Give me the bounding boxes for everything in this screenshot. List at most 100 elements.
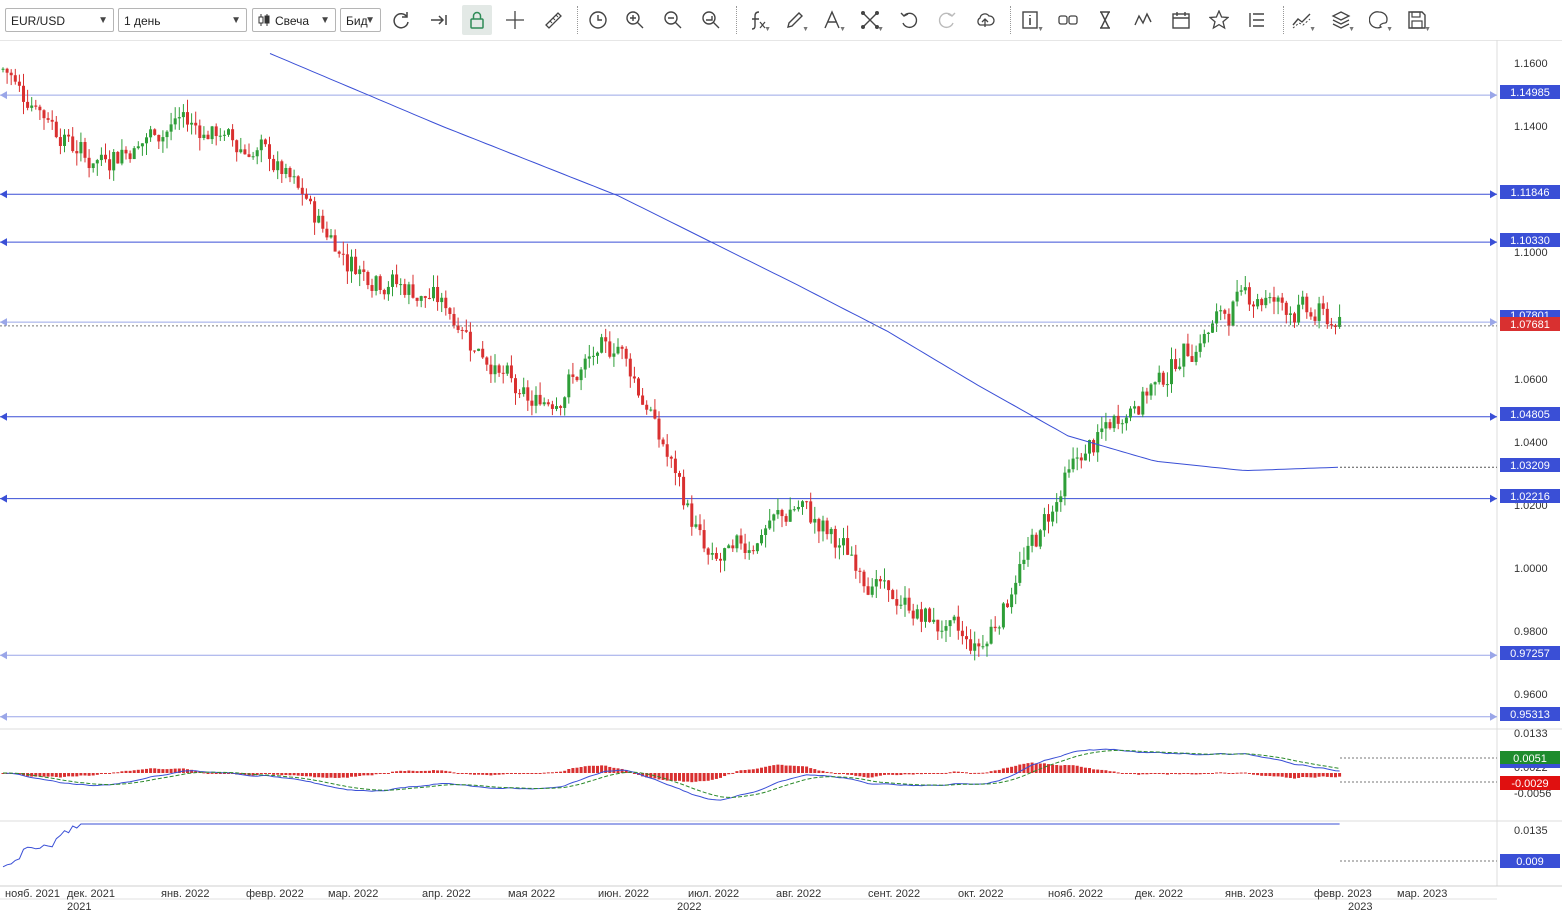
undo-button[interactable] <box>894 5 924 35</box>
month-label: мая 2022 <box>508 888 555 900</box>
info-button[interactable]: ▼ <box>1015 5 1045 35</box>
candle-body <box>1252 304 1255 307</box>
candle-body <box>243 149 247 155</box>
candle-body <box>300 187 304 194</box>
candle-body <box>227 129 230 135</box>
zoom-out-button[interactable] <box>658 5 688 35</box>
star-icon <box>1209 10 1229 30</box>
histogram-bar <box>165 769 169 773</box>
zoom-in-icon <box>626 11 644 29</box>
histogram-bar <box>997 769 1001 773</box>
candle-body <box>165 131 169 138</box>
level-tag-bg <box>1500 185 1560 199</box>
candle-body <box>1235 291 1239 302</box>
histogram-bar <box>206 773 210 774</box>
candle-body <box>997 627 1001 629</box>
candle-body <box>965 636 968 640</box>
candle-body <box>214 126 218 137</box>
chart-type-select[interactable]: Свеча ▼ <box>252 8 336 32</box>
month-label: апр. 2022 <box>422 888 471 900</box>
histogram-bar <box>542 772 546 774</box>
chart-area[interactable]: 1.1600 1.1400 1.1000 1.0600 1.0400 1.020… <box>0 40 1562 914</box>
layers-button[interactable]: ▼ <box>1326 5 1356 35</box>
candle-body <box>108 159 112 171</box>
refresh-button[interactable] <box>386 5 416 35</box>
histogram-bar <box>108 773 112 774</box>
histogram-bar <box>448 771 452 773</box>
histogram-bar <box>739 770 743 773</box>
candles <box>1 67 1342 661</box>
candle-body <box>559 406 563 408</box>
indicator-chart-button[interactable] <box>1128 5 1158 35</box>
scroll-to-end-button[interactable] <box>424 5 454 35</box>
candle-body <box>190 122 194 125</box>
histogram-bar <box>136 769 140 773</box>
candle-body <box>276 161 280 171</box>
left-arrow-icon <box>0 238 7 247</box>
candle-body <box>829 528 833 535</box>
candle-body <box>210 126 214 140</box>
histogram-bar <box>436 770 440 773</box>
histogram-bar <box>817 770 821 773</box>
candle-body <box>550 404 554 409</box>
lock-button[interactable] <box>462 5 492 35</box>
candle-body <box>1198 343 1202 352</box>
time-axis-labels: нояб. 2021 дек. 2021 янв. 2022 февр. 202… <box>5 888 1447 913</box>
indicators-button[interactable]: ▼ <box>742 5 772 35</box>
theme-button[interactable]: ▼ <box>1364 5 1394 35</box>
histogram-bar <box>518 773 522 775</box>
candle-body <box>22 85 25 102</box>
compare-button[interactable] <box>1053 5 1083 35</box>
histogram-bar <box>67 773 71 777</box>
histogram-bar <box>1133 773 1137 775</box>
candle-body <box>382 289 386 295</box>
price-axis[interactable]: 1.1600 1.1400 1.1000 1.0600 1.0400 1.020… <box>1514 58 1548 701</box>
candle-body <box>776 510 780 515</box>
candle-body <box>624 348 628 359</box>
trend-button[interactable]: ▼ <box>1287 5 1317 35</box>
month-label: мар. 2023 <box>1397 888 1447 900</box>
chevron-down-icon: ▼ <box>365 15 375 26</box>
histogram-bar <box>579 767 583 773</box>
candle-body <box>792 509 796 511</box>
candle-body <box>1067 469 1071 473</box>
upload-button[interactable] <box>970 5 1000 35</box>
histogram-bar <box>485 773 489 776</box>
candle-body <box>321 215 325 229</box>
crosshair-button[interactable] <box>500 5 530 35</box>
candle-body <box>788 509 792 522</box>
draw-button[interactable]: ▼ <box>780 5 810 35</box>
candle-body <box>366 271 370 286</box>
save-button[interactable]: ▼ <box>1402 5 1432 35</box>
calendar-button[interactable] <box>1166 5 1196 35</box>
histogram-bar <box>698 773 702 782</box>
candle-body <box>464 330 468 332</box>
redo-button[interactable] <box>932 5 962 35</box>
fibonacci-button[interactable]: ▼ <box>817 5 847 35</box>
candle-body <box>1301 296 1305 305</box>
price-tick: 1.0400 <box>1514 437 1548 449</box>
objects-list-button[interactable] <box>1242 5 1272 35</box>
timer-button[interactable] <box>1090 5 1120 35</box>
zoom-in-button[interactable] <box>620 5 650 35</box>
histogram-bar <box>850 773 854 775</box>
candle-body <box>973 643 977 651</box>
histogram-bar <box>1268 773 1272 777</box>
price-side-select[interactable]: Бид ▼ <box>340 8 381 32</box>
symbol-select[interactable]: EUR/USD ▼ <box>5 8 114 32</box>
histogram-bar <box>735 771 739 773</box>
patterns-button[interactable]: ▼ <box>855 5 885 35</box>
ruler-button[interactable] <box>538 5 568 35</box>
candle-body <box>423 296 427 298</box>
interval-select[interactable]: 1 день ▼ <box>118 8 247 32</box>
histogram-bar <box>587 765 591 773</box>
candle-body <box>760 535 763 544</box>
histogram-bar <box>751 769 755 773</box>
candle-body <box>928 608 932 622</box>
candle-body <box>251 156 255 158</box>
zoom-fit-button[interactable] <box>696 5 726 35</box>
favorites-button[interactable] <box>1204 5 1234 35</box>
histogram-bar <box>1334 773 1337 778</box>
histogram-bar <box>755 768 759 773</box>
time-button[interactable] <box>583 5 613 35</box>
